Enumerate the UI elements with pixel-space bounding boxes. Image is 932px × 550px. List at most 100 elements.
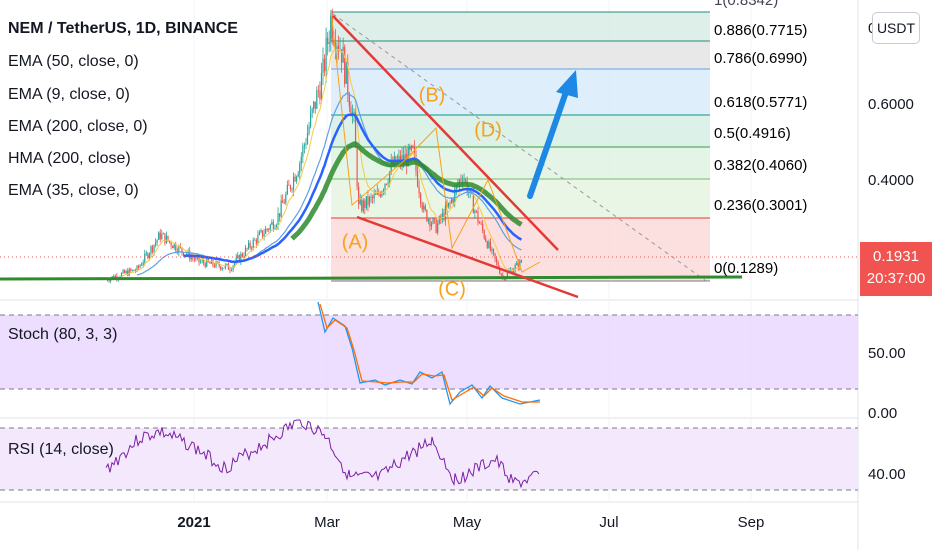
candle-body [475, 210, 478, 212]
candle-body [499, 268, 501, 274]
candle-body [362, 200, 364, 212]
candle-body [330, 15, 332, 43]
candle-body [513, 270, 515, 274]
candle-body [246, 248, 248, 249]
candle-body [520, 260, 522, 263]
candle-body [385, 183, 388, 185]
candle-body [426, 209, 428, 222]
candle-body [314, 101, 316, 109]
candle-body [141, 264, 143, 266]
candle-body [361, 199, 363, 212]
time-tick-sep: Sep [737, 514, 765, 531]
candle-body [454, 188, 456, 203]
currency-button[interactable]: USDT [872, 12, 920, 44]
candle-body [217, 261, 219, 263]
candle-body [519, 260, 521, 268]
candle-body [446, 205, 448, 207]
candle-body [234, 262, 236, 266]
candle-body [136, 265, 138, 271]
candle-body [265, 228, 267, 234]
candle-body [434, 218, 436, 220]
candle-body [345, 62, 347, 84]
candle-body [316, 90, 318, 109]
candle-body [268, 229, 270, 231]
candle-body [296, 176, 298, 182]
candle-body [347, 62, 349, 95]
indicator-hma-200: HMA (200, close) [8, 150, 131, 167]
candle-body [291, 189, 293, 190]
candle-body [292, 176, 295, 190]
candle-body [271, 221, 273, 225]
candle-body [502, 274, 504, 278]
candle-body [432, 218, 434, 224]
candle-body [274, 227, 276, 230]
stoch-tick-0: 0.00 [868, 405, 898, 422]
candle-body [170, 241, 172, 246]
indicator-ema-9: EMA (9, close, 0) [8, 86, 130, 103]
candle-body [477, 211, 479, 223]
fib-level-0886-label: 0.886(0.7715) [714, 22, 808, 39]
candle-body [444, 205, 447, 221]
candle-body [282, 200, 284, 203]
candle-body [364, 200, 366, 209]
candle-body [249, 242, 251, 248]
candle-body [235, 257, 237, 263]
candle-body [328, 42, 330, 44]
candle-body [435, 219, 437, 233]
candle-body [172, 245, 174, 249]
candle-body [311, 108, 313, 114]
candle-body [261, 230, 264, 237]
time-tick-mar: Mar [314, 514, 340, 531]
candle-body [168, 240, 171, 242]
candle-body [190, 256, 192, 260]
price-tick-0400: 0.4000 [868, 172, 914, 189]
candle-body [494, 253, 496, 259]
candle-body [212, 260, 214, 266]
candle-body [161, 234, 163, 240]
candle-body [133, 269, 135, 271]
hma-200-line [290, 141, 523, 241]
fib-level-05-label: 0.5(0.4916) [714, 125, 791, 142]
candle-body [139, 265, 141, 268]
candle-body [367, 196, 369, 206]
candle-body [122, 270, 124, 274]
candle-body [148, 253, 150, 259]
candle-body [424, 205, 426, 210]
candle-body [509, 269, 512, 272]
stoch-band [0, 315, 858, 389]
candle-body [181, 247, 183, 252]
candle-body [516, 262, 518, 266]
rsi-band [0, 428, 858, 490]
candle-body [299, 163, 301, 174]
candle-body [243, 255, 245, 257]
candle-body [254, 239, 256, 241]
candle-body [348, 94, 350, 107]
candle-body [471, 189, 473, 194]
ema-9-line [109, 49, 522, 281]
candle-body [517, 262, 519, 268]
candle-body [365, 196, 367, 209]
candle-body [241, 253, 243, 257]
candle-body [496, 258, 498, 263]
candle-body [251, 247, 253, 249]
candle-body [463, 179, 465, 182]
candle-body [483, 230, 485, 239]
fib-level-1-label: 1(0.8342) [714, 0, 779, 9]
candle-body [429, 219, 431, 227]
candle-body [497, 262, 499, 269]
candle-body [237, 255, 239, 258]
candle-body [137, 265, 140, 268]
candle-body [226, 263, 228, 265]
candle-body [145, 253, 147, 255]
candle-body [410, 145, 412, 150]
candle-body [452, 199, 454, 203]
candle-body [413, 147, 416, 156]
candle-body [382, 190, 385, 192]
price-tick-0600: 0.6000 [868, 96, 914, 113]
candle-body [342, 47, 344, 63]
candle-body [263, 233, 265, 237]
candle-body [488, 241, 490, 248]
rsi-tick-40: 40.00 [868, 466, 906, 483]
candle-body [178, 246, 180, 253]
